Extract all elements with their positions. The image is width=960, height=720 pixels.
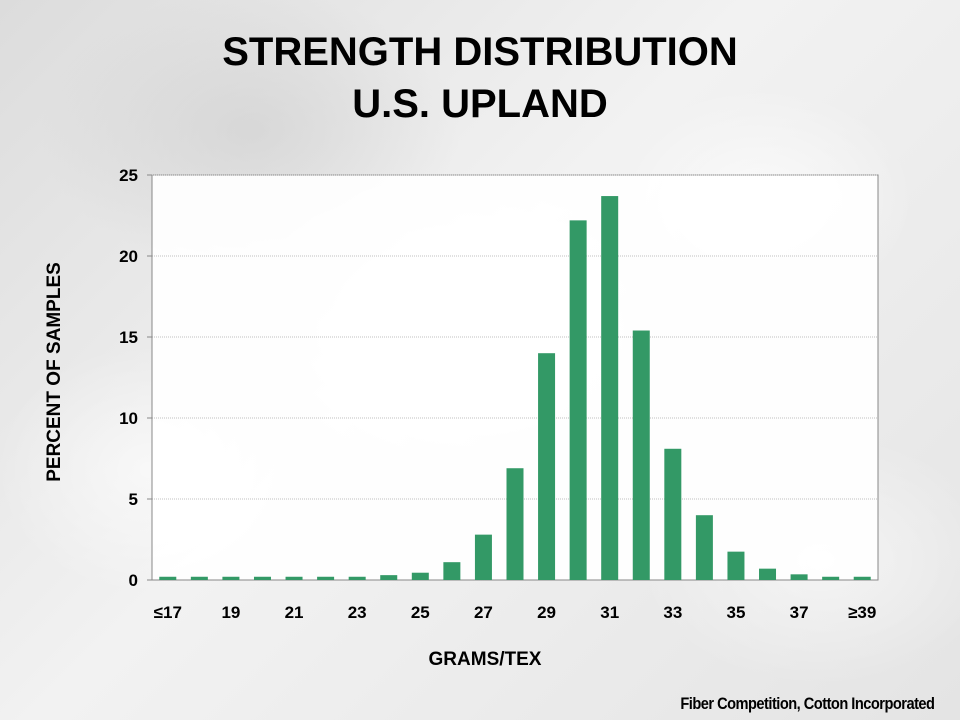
- x-tick-label: ≤17: [154, 603, 182, 622]
- chart-title-line-1: STRENGTH DISTRIBUTION: [222, 30, 738, 74]
- x-tick-label: ≥39: [848, 603, 876, 622]
- bar: [506, 468, 524, 580]
- bar: [285, 576, 303, 580]
- bar: [348, 576, 366, 580]
- x-axis-title: GRAMS/TEX: [429, 649, 542, 670]
- x-tick-label: 23: [348, 603, 367, 622]
- y-axis-title: PERCENT OF SAMPLES: [44, 262, 65, 482]
- bar: [222, 576, 240, 580]
- x-tick-label: 37: [790, 603, 809, 622]
- y-tick-label: 15: [119, 328, 138, 347]
- bar: [443, 562, 461, 580]
- x-tick-label: 31: [600, 603, 619, 622]
- x-tick-label: 25: [411, 603, 430, 622]
- y-tick-label: 10: [119, 409, 138, 428]
- y-tick-label: 0: [129, 571, 138, 590]
- source-credit: Fiber Competition, Cotton Incorporated: [679, 694, 935, 713]
- x-tick-label: 21: [285, 603, 304, 622]
- bar: [411, 572, 429, 580]
- bar: [569, 220, 587, 581]
- bar: [727, 551, 745, 580]
- bar: [474, 534, 492, 580]
- bar: [790, 574, 808, 580]
- y-tick-label: 25: [119, 166, 138, 185]
- bar: [695, 515, 713, 580]
- bar: [853, 576, 871, 580]
- bar: [601, 196, 619, 580]
- bar: [632, 330, 650, 580]
- bar: [380, 575, 398, 580]
- bar: [159, 576, 177, 580]
- x-tick-label: 29: [537, 603, 556, 622]
- bar: [538, 353, 556, 580]
- y-tick-label: 5: [129, 490, 138, 509]
- bar: [317, 576, 335, 580]
- bar: [253, 576, 271, 580]
- bar: [822, 576, 840, 580]
- chart-title-line-2: U.S. UPLAND: [352, 82, 608, 126]
- x-tick-label: 33: [663, 603, 682, 622]
- x-tick-label: 35: [726, 603, 745, 622]
- y-tick-label: 20: [119, 247, 138, 266]
- x-tick-label: 19: [221, 603, 240, 622]
- bar: [190, 576, 208, 580]
- bar: [759, 568, 777, 580]
- bar: [664, 448, 682, 580]
- x-tick-label: 27: [474, 603, 493, 622]
